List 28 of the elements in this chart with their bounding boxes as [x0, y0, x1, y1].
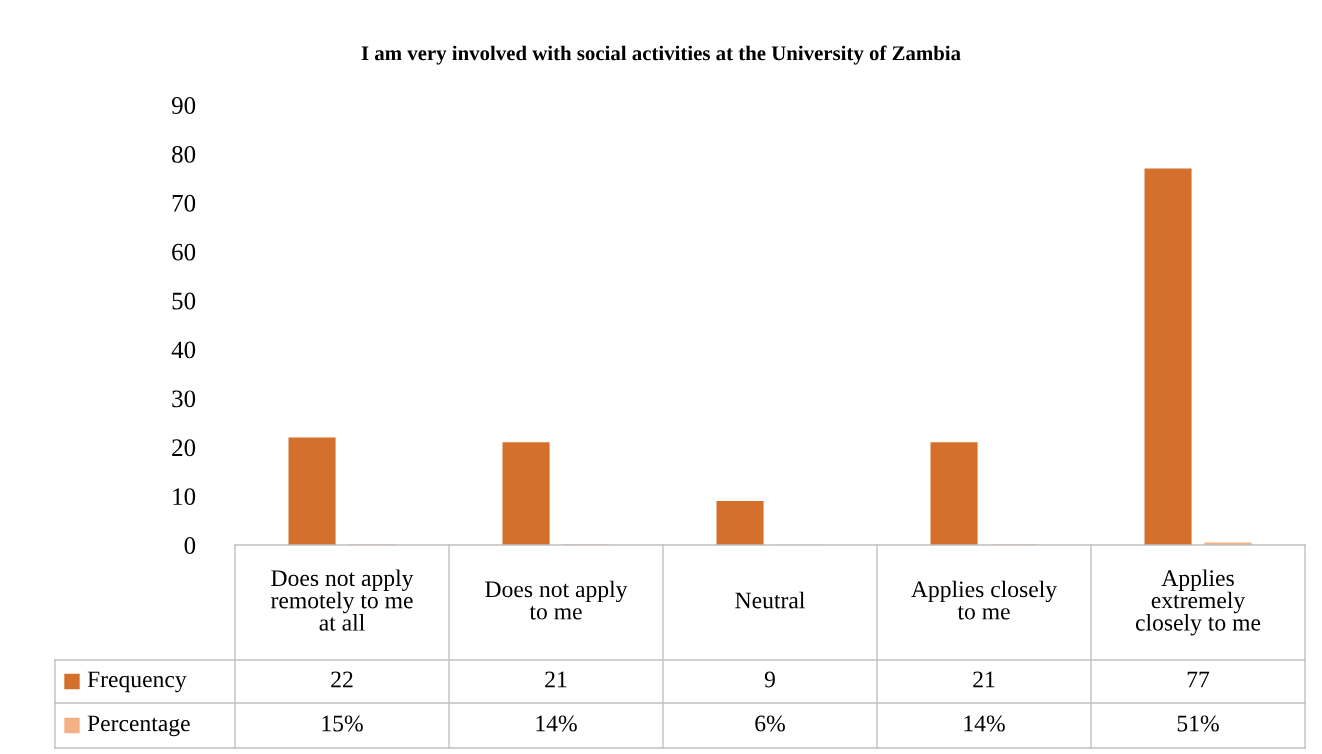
- data-label: 14%: [964, 715, 1005, 732]
- chart-title: I am very involved with social activities at the University of Zambia: [361, 45, 961, 65]
- y-tick-label: 50: [172, 292, 196, 310]
- y-tick-label: 0: [184, 537, 196, 554]
- x-tick-label: Applies extremely closely to me: [1135, 569, 1261, 636]
- x-tick-label: Neutral: [735, 591, 805, 609]
- x-tick-label: Applies closely to me: [911, 580, 1058, 620]
- x-tick-label: Does not apply remotely to me at all: [271, 569, 414, 631]
- y-tick-label: 80: [172, 145, 196, 163]
- data-label: 51%: [1177, 715, 1219, 732]
- data-label: 77: [1187, 671, 1210, 688]
- data-label: 21: [545, 671, 567, 688]
- data-label: 15%: [322, 715, 363, 732]
- data-label: 21: [973, 671, 995, 688]
- data-label: 6%: [755, 715, 785, 732]
- legend-label: Frequency: [87, 671, 187, 693]
- y-tick-label: 30: [172, 390, 196, 408]
- y-tick-label: 10: [173, 488, 196, 506]
- y-tick-label: 20: [172, 439, 196, 457]
- data-label: 14%: [536, 715, 577, 732]
- x-tick-label: Does not apply to me: [485, 580, 628, 620]
- y-tick-label: 40: [171, 341, 196, 359]
- legend-label: Percentage: [87, 715, 190, 737]
- y-tick-label: 70: [172, 194, 196, 212]
- data-label: 22: [331, 671, 353, 688]
- y-tick-label: 90: [171, 97, 196, 114]
- data-label: 9: [764, 671, 775, 688]
- y-tick-label: 60: [172, 243, 196, 261]
